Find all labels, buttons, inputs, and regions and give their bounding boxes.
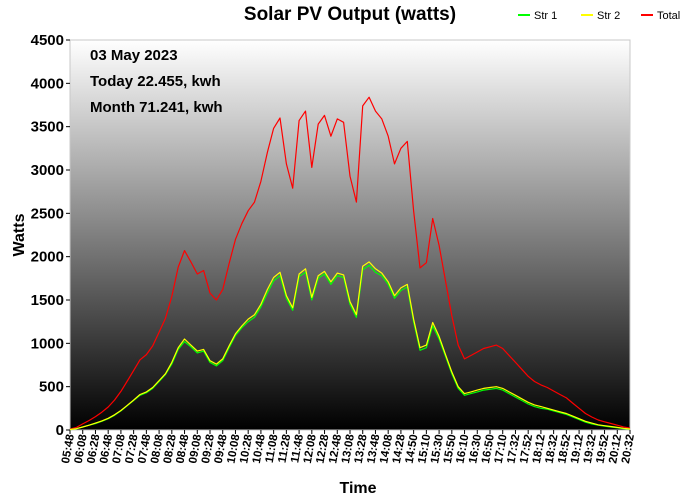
plot-area (69, 39, 631, 431)
x-axis-title: Time (339, 480, 376, 497)
x-tick-label: 19:12 (569, 433, 586, 464)
chart-title: Solar PV Output (watts) (244, 4, 456, 25)
x-tick-label: 17:32 (505, 433, 522, 464)
x-tick-label: 08:48 (175, 433, 192, 465)
x-tick-label: 06:08 (73, 433, 90, 465)
x-tick-label: 13:48 (365, 433, 382, 465)
x-tick-label: 11:28 (277, 433, 294, 464)
x-tick-label: 16:10 (455, 433, 472, 464)
y-tick-label: 2000 (31, 249, 64, 266)
legend: Str 1 Str 2 Total (518, 10, 680, 22)
x-tick-label: 12:48 (327, 433, 344, 465)
x-tick-label: 05:48 (60, 433, 77, 465)
annotation-line: Month 71.241, kwh (90, 99, 223, 116)
x-tick-label: 07:48 (136, 433, 153, 465)
x-tick-label: 18:12 (531, 433, 548, 464)
series-line-total (69, 96, 631, 430)
x-tick-label: 12:08 (302, 433, 319, 465)
x-tick-label: 14:50 (404, 433, 421, 464)
x-tick-label: 10:28 (238, 433, 255, 465)
x-tick-label: 07:08 (111, 433, 128, 465)
y-axis-title: Watts (11, 213, 28, 256)
legend-label: Total (657, 10, 680, 22)
x-tick-label: 20:12 (607, 433, 624, 464)
y-tick-label: 1500 (31, 292, 64, 309)
annotation-line: 03 May 2023 (90, 47, 178, 64)
series-line-str-2 (69, 261, 631, 431)
x-axis: 05:4806:0806:2806:4807:0807:2807:4808:08… (60, 430, 637, 464)
x-tick-label: 09:08 (187, 433, 204, 465)
x-tick-label: 16:50 (480, 433, 497, 464)
x-tick-label: 19:32 (582, 433, 599, 464)
x-tick-label: 19:52 (595, 433, 612, 464)
x-tick-label: 15:10 (416, 433, 433, 464)
x-tick-label: 13:08 (340, 433, 357, 465)
y-tick-label: 4500 (31, 32, 64, 49)
x-tick-label: 14:08 (378, 433, 395, 465)
x-tick-label: 20:32 (620, 433, 637, 464)
x-tick-label: 06:48 (98, 433, 115, 465)
x-tick-label: 11:08 (264, 433, 281, 464)
x-tick-label: 15:30 (429, 433, 446, 464)
y-tick-label: 3000 (31, 162, 64, 179)
legend-label: Str 1 (534, 10, 557, 22)
x-tick-label: 09:48 (213, 433, 230, 465)
x-tick-label: 12:28 (315, 433, 332, 465)
y-tick-label: 3500 (31, 119, 64, 136)
x-tick-label: 17:10 (493, 433, 510, 464)
x-tick-label: 18:32 (544, 433, 561, 464)
annotation-line: Today 22.455, kwh (90, 73, 221, 90)
x-tick-label: 15:50 (442, 433, 459, 464)
x-tick-label: 10:48 (251, 433, 268, 465)
x-tick-label: 07:28 (124, 433, 141, 465)
x-tick-label: 18:52 (556, 433, 573, 464)
x-tick-label: 10:08 (225, 433, 242, 465)
series-layer (69, 96, 631, 431)
y-tick-label: 2500 (31, 205, 64, 222)
legend-label: Str 2 (597, 10, 620, 22)
y-tick-label: 500 (39, 379, 64, 396)
annotations: 03 May 2023 Today 22.455, kwh Month 71.241… (90, 47, 223, 116)
x-tick-label: 06:28 (85, 433, 102, 465)
x-tick-label: 08:08 (149, 433, 166, 465)
x-tick-label: 13:28 (353, 433, 370, 465)
x-tick-label: 11:48 (289, 433, 306, 464)
x-tick-label: 16:30 (467, 433, 484, 464)
y-axis: 0 500 1000 1500 2000 2500 3000 3500 4000 4500 (31, 32, 70, 439)
y-tick-label: 4000 (31, 75, 64, 92)
x-tick-label: 14:28 (391, 433, 408, 465)
y-tick-label: 0 (56, 422, 64, 439)
x-tick-label: 09:28 (200, 433, 217, 465)
x-tick-label: 08:28 (162, 433, 179, 465)
x-tick-label: 17:52 (518, 433, 535, 464)
y-tick-label: 1000 (31, 335, 64, 352)
